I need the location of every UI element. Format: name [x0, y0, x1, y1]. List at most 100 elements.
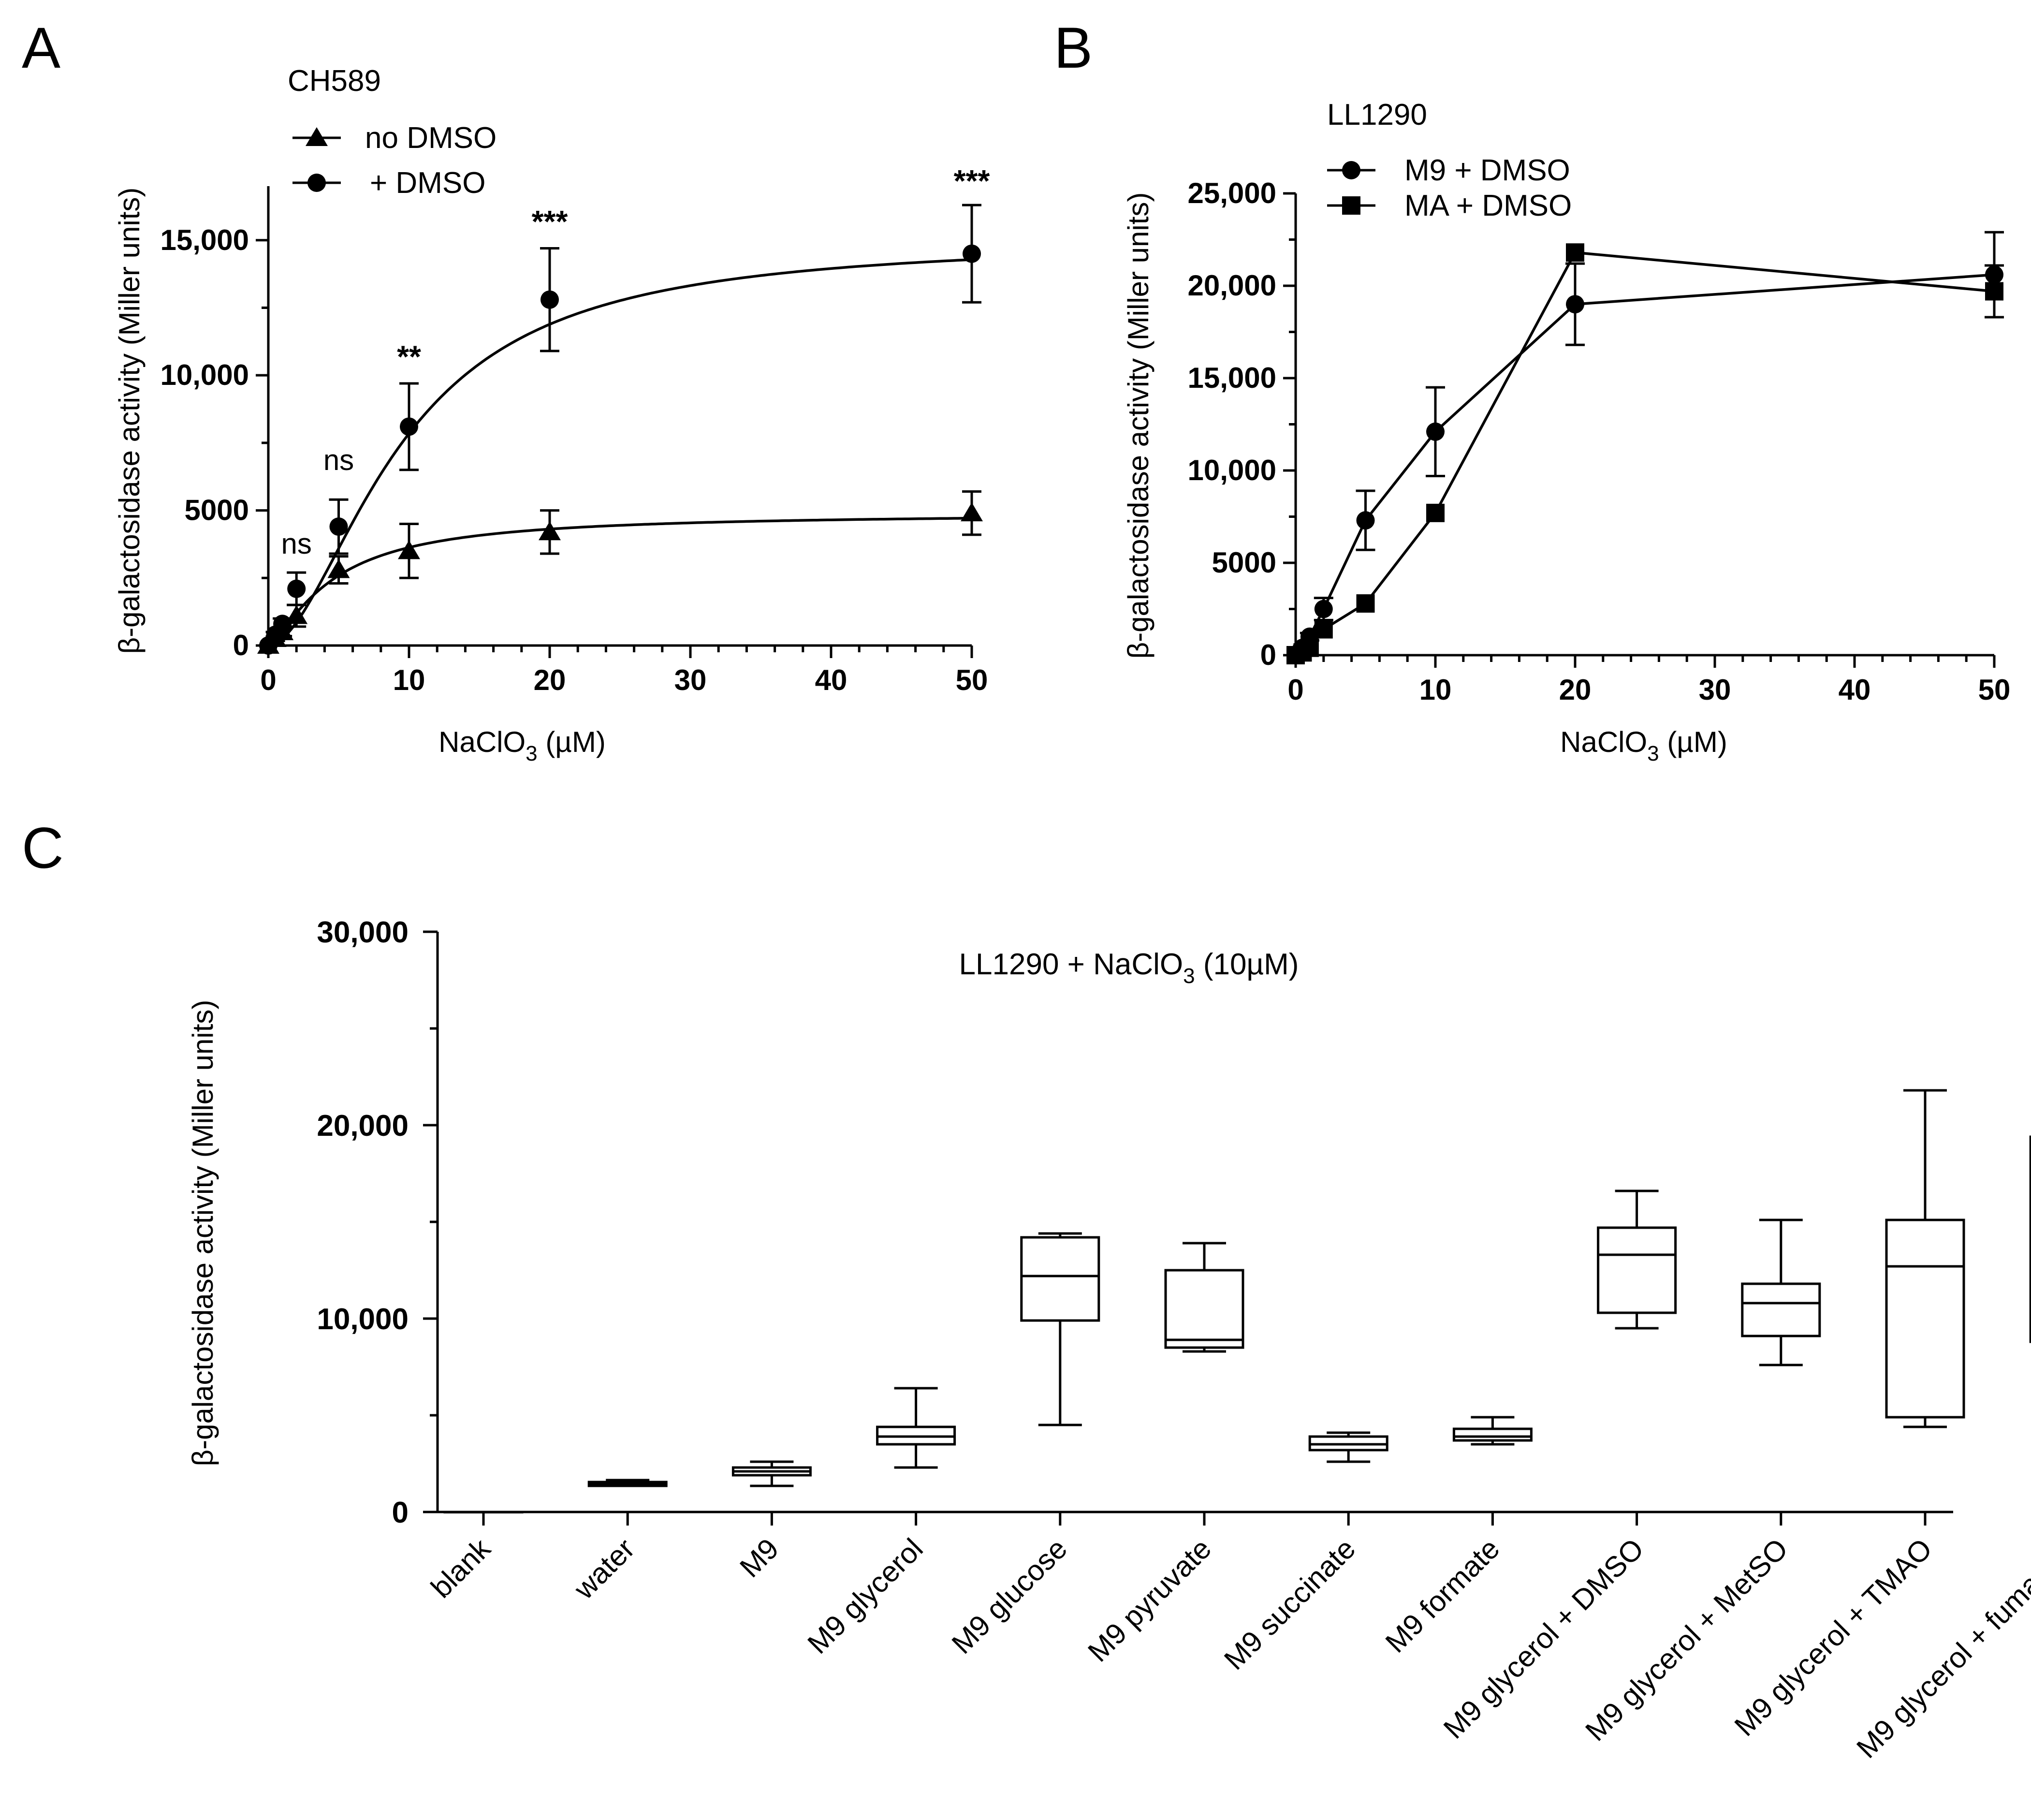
chart-a-x-tick-label-50: 50 [956, 664, 988, 696]
chart-c-box-8 [1597, 1189, 1677, 1330]
chart-b-series-0-point-x5 [1356, 511, 1375, 530]
chart-b-y-tick-label-5000: 5000 [1212, 546, 1276, 579]
chart-c-box-7 [1452, 1416, 1533, 1446]
chart-a-annotation-4: *** [954, 163, 990, 198]
chart-a-y-tick-label-15000: 15,000 [160, 224, 249, 256]
chart-c-plot [443, 1089, 2031, 1513]
chart-a-legend: no DMSO + DMSO [292, 121, 497, 200]
chart-c-box-9-iqr [1741, 1282, 1821, 1337]
chart-b-y-tick-label-0: 0 [1260, 639, 1276, 671]
chart-c-y-tick-label-20000: 20,000 [317, 1109, 409, 1143]
chart-b-x-tick-label-40: 40 [1839, 674, 1871, 706]
chart-a-series-1-point-x50 [963, 244, 981, 263]
chart-b-legend: M9 + DMSO MA + DMSO [1327, 154, 1572, 222]
chart-b-x-tick-label-10: 10 [1419, 674, 1452, 706]
chart-c-box-2 [731, 1460, 812, 1487]
chart-c-x-label-7: M9 formate [1379, 1532, 1506, 1659]
chart-c-x-label-11: M9 glycerol + fumarate [1850, 1532, 2031, 1764]
chart-c-y-tick-label-10000: 10,000 [317, 1303, 409, 1336]
chart-b-ylabel: β-galactosidase activity (Miller units) [1122, 192, 1154, 659]
chart-c-box-5-iqr [1164, 1269, 1244, 1349]
legend-b-label-2: MA + DMSO [1404, 189, 1572, 222]
chart-c-y-tick-label-0: 0 [392, 1496, 409, 1529]
chart-c-x-label-3: M9 glycerol [801, 1532, 929, 1660]
chart-a-x-tick-label-20: 20 [534, 664, 566, 696]
chart-a-y-tick-label-0: 0 [233, 629, 249, 661]
chart-b-y-tick-label-10000: 10,000 [1187, 454, 1276, 486]
chart-c-title: LL1290 + NaClO3 (10µM) [959, 948, 1299, 988]
legend-a-marker-triangle [306, 127, 328, 146]
chart-a-series-0-point-x5 [327, 559, 350, 578]
chart-b-series-1-line [1295, 251, 1995, 657]
chart-b-x-tick-label-20: 20 [1559, 674, 1592, 706]
chart-a-annotation-0: ns [281, 528, 312, 560]
chart-a-x-tick-label-0: 0 [260, 664, 276, 696]
chart-b-y-tick-label-20000: 20,000 [1187, 269, 1276, 302]
chart-c-box-6 [1308, 1431, 1388, 1463]
chart-c-box-7-iqr [1452, 1427, 1533, 1442]
chart-a-series-1-point-x1 [273, 615, 292, 633]
chart-c-box-3 [876, 1387, 956, 1469]
chart-a-annotation-1: ns [323, 444, 354, 476]
chart-a-annotation-2: ** [397, 339, 421, 374]
chart-a-y-tick-label-5000: 5000 [185, 494, 249, 527]
chart-c-box-8-iqr [1597, 1226, 1677, 1314]
chart-a-series-0-line [267, 516, 972, 647]
chart-c-x-label-1: water [568, 1532, 641, 1606]
chart-c-box-9 [1741, 1218, 1821, 1366]
chart-a-series-1-point-x2 [287, 579, 306, 598]
chart-a-axes: 0 10 20 30 40 50 0 5000 10,000 15,000 [160, 186, 988, 696]
chart-a-series-0-point-x10 [398, 540, 420, 559]
chart-b-y-tick-label-15000: 15,000 [1187, 362, 1276, 394]
chart-b-series-0-point-x10 [1426, 422, 1445, 441]
chart-c-x-label-2: M9 [733, 1532, 785, 1584]
chart-c-box-4-iqr [1020, 1236, 1100, 1322]
chart-b-xlabel: NaClO3 (µM) [1560, 726, 1727, 765]
chart-c-x-label-4: M9 glucose [946, 1532, 1073, 1660]
chart-b-x-tick-label-0: 0 [1287, 674, 1303, 706]
chart-a-series-1-point-x5 [329, 517, 348, 536]
chart-a-title: CH589 [288, 64, 381, 98]
chart-b-series-1-point-x2 [1314, 620, 1333, 639]
chart-c-box-4 [1020, 1232, 1100, 1426]
chart-b-series-0-line [1294, 273, 1995, 656]
chart-a-y-tick-label-10000: 10,000 [160, 359, 249, 391]
chart-c-box-5 [1164, 1242, 1244, 1353]
legend-b-marker-square [1342, 196, 1360, 215]
chart-a-ylabel: β-galactosidase activity (Miller units) [113, 188, 146, 654]
chart-a-x-tick-label-10: 10 [393, 664, 425, 696]
chart-b-series-0-point-x2 [1314, 600, 1333, 618]
chart-b-series-1-point-x10 [1426, 503, 1445, 522]
chart-c-x-label-6: M9 succinate [1218, 1532, 1361, 1676]
legend-b-marker-circle [1342, 161, 1360, 179]
panel-letter-b: B [1054, 15, 1093, 80]
chart-a-xlabel: NaClO3 (µM) [438, 726, 606, 765]
chart-b-y-tick-label-25000: 25,000 [1187, 177, 1276, 209]
chart-b-series-0-point-x20 [1566, 295, 1584, 314]
chart-a-series-0-point-x20 [539, 521, 561, 541]
chart-b-x-tick-label-30: 30 [1699, 674, 1731, 706]
chart-b-x-tick-label-50: 50 [1978, 674, 2011, 706]
panel-letter-a: A [22, 15, 60, 80]
chart-a-series-1-line [268, 258, 972, 647]
chart-b-series-1-point-x50 [1985, 282, 2003, 301]
chart-a-series-1-point-x10 [400, 417, 418, 436]
chart-a-x-tick-label-40: 40 [815, 664, 847, 696]
chart-b-series-1-point-x20 [1566, 243, 1584, 262]
chart-a-series-1-point-x20 [541, 290, 559, 309]
chart-c-x-label-0: blank [424, 1532, 497, 1604]
chart-b-series-1-point-x5 [1356, 594, 1375, 613]
chart-c-x-label-5: M9 pyruvate [1081, 1532, 1217, 1668]
chart-c-ylabel: β-galactosidase activity (Miller units) [187, 1000, 219, 1467]
chart-b-axes: 0 10 20 30 40 50 0 5000 10,000 15,000 20,000 25,000 [1187, 177, 2010, 706]
chart-c-box-10 [1885, 1089, 1965, 1428]
legend-a-label-2: + DMSO [370, 166, 485, 200]
chart-b-title: LL1290 [1327, 98, 1427, 132]
legend-a-marker-circle [307, 174, 326, 192]
chart-c-box-1 [587, 1479, 668, 1487]
chart-c-y-tick-label-30000: 30,000 [317, 916, 409, 949]
legend-b-label-1: M9 + DMSO [1404, 154, 1570, 187]
chart-a-x-tick-label-30: 30 [674, 664, 707, 696]
chart-b-plot [1286, 231, 2004, 664]
